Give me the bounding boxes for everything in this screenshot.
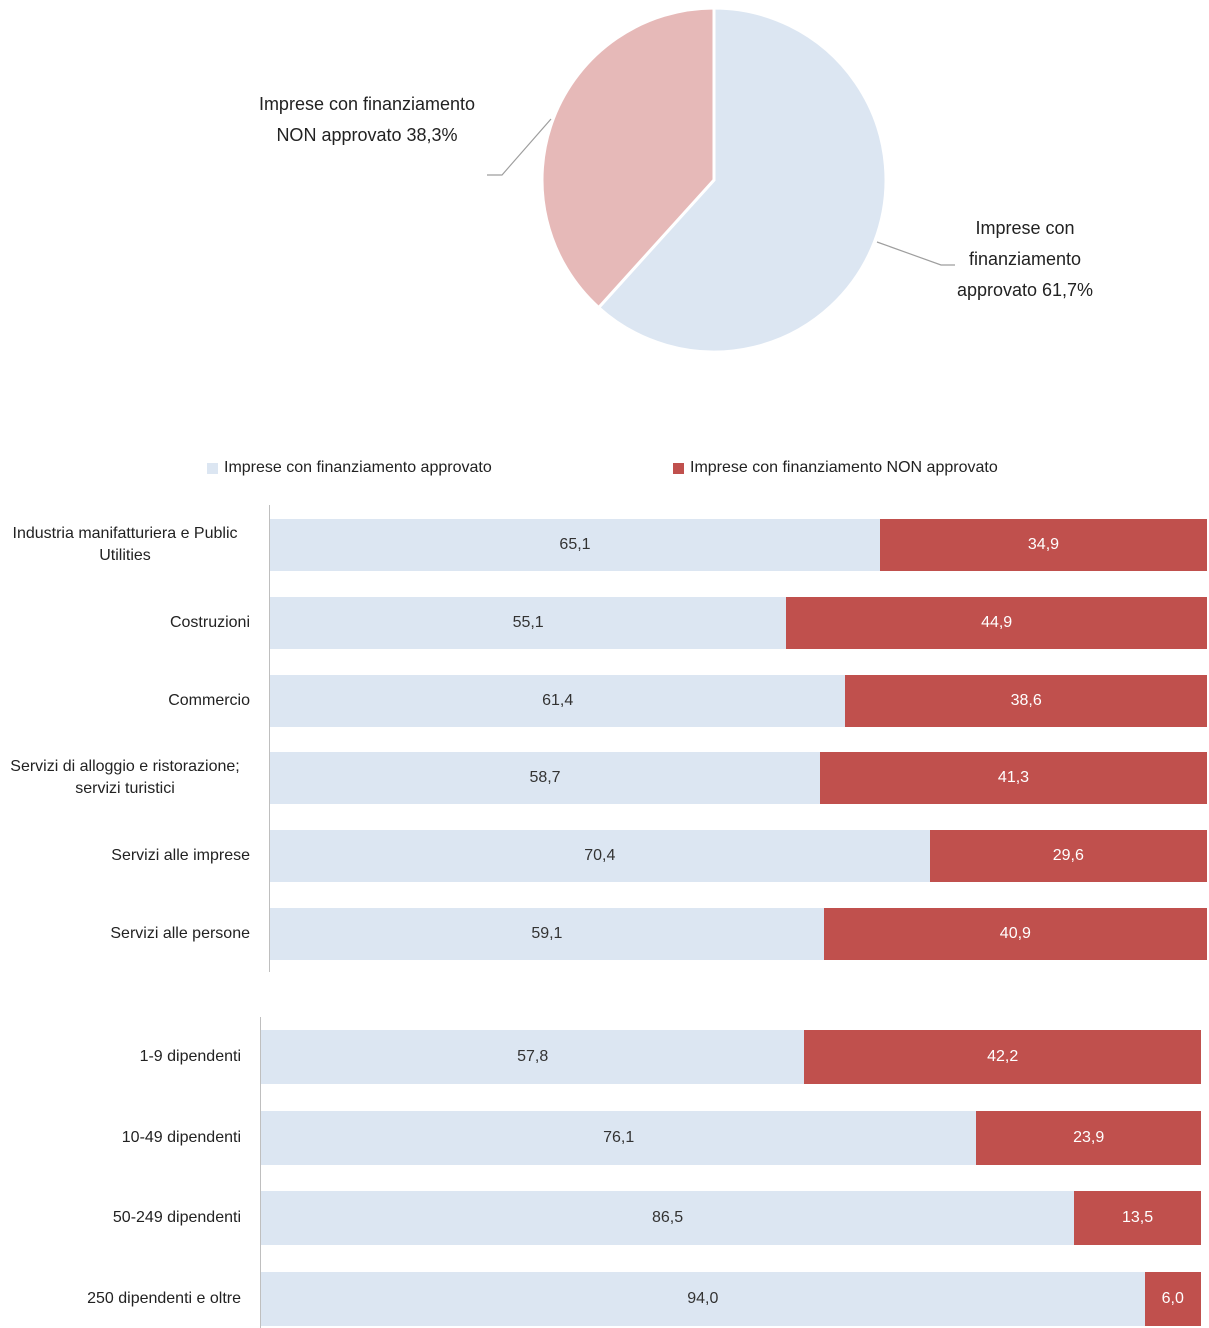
category-label: Servizi alle imprese xyxy=(0,830,250,882)
category-label-text: Industria manifatturiera e Public Utilit… xyxy=(12,525,238,564)
pie-chart xyxy=(487,6,955,354)
category-label-text: 1-9 dipendenti xyxy=(139,1048,241,1065)
category-label-text: Servizi alle persone xyxy=(110,925,250,942)
data-label-approved: 86,5 xyxy=(651,1209,684,1227)
data-label-non-approved: 41,3 xyxy=(997,769,1030,787)
bar-segment-non-approved: 13,5 xyxy=(1074,1191,1201,1246)
bar-segment-approved: 57,8 xyxy=(261,1030,805,1084)
bar-segment-non-approved: 41,3 xyxy=(820,752,1207,805)
category-label: 50-249 dipendenti xyxy=(0,1191,241,1245)
data-label-approved: 55,1 xyxy=(512,613,544,631)
bar-segment-approved: 76,1 xyxy=(261,1110,977,1165)
legend-label-approved: Imprese con finanziamento approvato xyxy=(224,459,492,476)
data-label-non-approved: 34,9 xyxy=(1027,536,1060,553)
bar-row-industria-manifatturiera-e-public-utilities: Industria manifatturiera e Public Utilit… xyxy=(0,519,1209,571)
bar-row-costruzioni: Costruzioni 55,1 44,9 xyxy=(0,596,1209,649)
data-label-approved: 58,7 xyxy=(529,769,561,787)
legend-label-non-approved: Imprese con finanziamento NON approvato xyxy=(690,459,998,476)
data-label-non-approved: 38,6 xyxy=(1010,691,1042,709)
pie-slice-non-approved xyxy=(540,6,716,310)
legend-swatch-non-approved xyxy=(673,462,684,474)
bar-segment-approved: 58,7 xyxy=(270,752,821,805)
bar-segment-non-approved: 44,9 xyxy=(786,596,1207,649)
bar-segment-non-approved: 29,6 xyxy=(929,830,1207,883)
bar-row-commercio: Commercio 61,4 38,6 xyxy=(0,674,1209,727)
bar-segment-approved: 65,1 xyxy=(270,519,880,571)
data-label-approved: 65,1 xyxy=(559,536,591,553)
bar-segment-approved: 70,4 xyxy=(270,830,930,883)
bar-segment-approved: 86,5 xyxy=(261,1191,1075,1246)
data-label-non-approved: 6,0 xyxy=(1161,1290,1184,1308)
data-label-approved: 76,1 xyxy=(603,1128,635,1146)
data-label-non-approved: 42,2 xyxy=(987,1048,1019,1065)
legend-swatch-approved xyxy=(207,462,218,474)
bar-segment-non-approved: 40,9 xyxy=(823,908,1207,960)
pie-label-app-line1: Imprese con xyxy=(975,218,1075,238)
bar-row-10-49-dipendenti: 10-49 dipendenti 76,1 23,9 xyxy=(0,1110,1209,1165)
category-label-text: Servizi alle imprese xyxy=(111,847,250,865)
bar-row-servizi-alle-imprese: Servizi alle imprese 70,4 29,6 xyxy=(0,830,1209,883)
category-label: 1-9 dipendenti xyxy=(0,1030,241,1084)
bar-chart-size: 1-9 dipendenti 57,8 42,2 10-49 dipendenti 76… xyxy=(0,1017,1209,1328)
data-label-approved: 70,4 xyxy=(584,847,616,865)
category-label: 250 dipendenti e oltre xyxy=(0,1272,241,1326)
bar-segment-non-approved: 38,6 xyxy=(845,674,1207,727)
bar-row-servizi-di-alloggio-e-ristorazione-servizi-turistici: Servizi di alloggio e ristorazione; serv… xyxy=(0,752,1209,805)
bar-segment-non-approved: 42,2 xyxy=(804,1030,1201,1084)
data-label-approved: 57,8 xyxy=(517,1048,549,1065)
pie-label-non-line2: NON approvato 38,3% xyxy=(276,125,458,145)
data-label-non-approved: 23,9 xyxy=(1073,1128,1105,1146)
category-label-text: Costruzioni xyxy=(169,613,250,631)
bar-segment-approved: 61,4 xyxy=(270,674,846,727)
category-label: Industria manifatturiera e Public Utilit… xyxy=(0,519,250,571)
pie-label-approved: Imprese con finanziamento approvato 61,7… xyxy=(930,213,1120,306)
category-label-text: 250 dipendenti e oltre xyxy=(87,1290,241,1308)
legend-item-approved: Imprese con finanziamento approvato xyxy=(207,459,492,477)
pie-slice-approved xyxy=(596,6,888,354)
category-label-text: Servizi di alloggio e ristorazione; serv… xyxy=(10,758,240,798)
bar-row-250-dipendenti-e-oltre: 250 dipendenti e oltre 94,0 6,0 xyxy=(0,1272,1209,1327)
legend-item-non-approved: Imprese con finanziamento NON approvato xyxy=(673,459,998,477)
category-label: Commercio xyxy=(0,675,250,727)
category-label: Servizi alle persone xyxy=(0,908,250,960)
bar-row-servizi-alle-persone: Servizi alle persone 59,1 40,9 xyxy=(0,908,1209,960)
bar-segment-non-approved: 23,9 xyxy=(976,1110,1201,1165)
category-label: Costruzioni xyxy=(0,597,250,649)
category-label: 10-49 dipendenti xyxy=(0,1111,241,1165)
pie-label-app-line3: approvato 61,7% xyxy=(956,280,1094,300)
category-axis-line xyxy=(269,505,270,972)
data-label-non-approved: 40,9 xyxy=(999,925,1031,942)
pie-label-non-approved: Imprese con finanziamento NON approvato … xyxy=(222,89,512,151)
data-label-approved: 59,1 xyxy=(531,925,563,942)
leader-line-approved xyxy=(876,241,955,266)
data-label-approved: 61,4 xyxy=(542,691,574,709)
bar-segment-approved: 59,1 xyxy=(270,908,824,960)
data-label-non-approved: 13,5 xyxy=(1121,1209,1154,1227)
data-label-non-approved: 44,9 xyxy=(981,613,1013,631)
bar-row-1-9-dipendenti: 1-9 dipendenti 57,8 42,2 xyxy=(0,1030,1209,1084)
bar-segment-non-approved: 6,0 xyxy=(1144,1272,1201,1327)
category-axis-line xyxy=(260,1017,261,1328)
bar-segment-approved: 55,1 xyxy=(270,596,787,649)
leader-line-non-approved xyxy=(487,118,552,176)
data-label-non-approved: 29,6 xyxy=(1052,847,1084,865)
data-label-approved: 94,0 xyxy=(687,1290,719,1308)
pie-label-app-line2: finanziamento xyxy=(968,249,1082,269)
category-label-text: 50-249 dipendenti xyxy=(112,1209,241,1227)
bar-row-50-249-dipendenti: 50-249 dipendenti 86,5 13,5 xyxy=(0,1191,1209,1246)
category-label: Servizi di alloggio e ristorazione; serv… xyxy=(0,752,250,804)
bar-segment-approved: 94,0 xyxy=(261,1272,1145,1327)
bar-segment-non-approved: 34,9 xyxy=(879,519,1207,571)
bar-legend: Imprese con finanziamento approvato Impr… xyxy=(0,459,1209,483)
category-label-text: Commercio xyxy=(168,691,250,709)
pie-label-non-line1: Imprese con finanziamento xyxy=(258,94,476,114)
bar-chart-sector: Industria manifatturiera e Public Utilit… xyxy=(0,505,1209,972)
category-label-text: 10-49 dipendenti xyxy=(121,1128,241,1146)
